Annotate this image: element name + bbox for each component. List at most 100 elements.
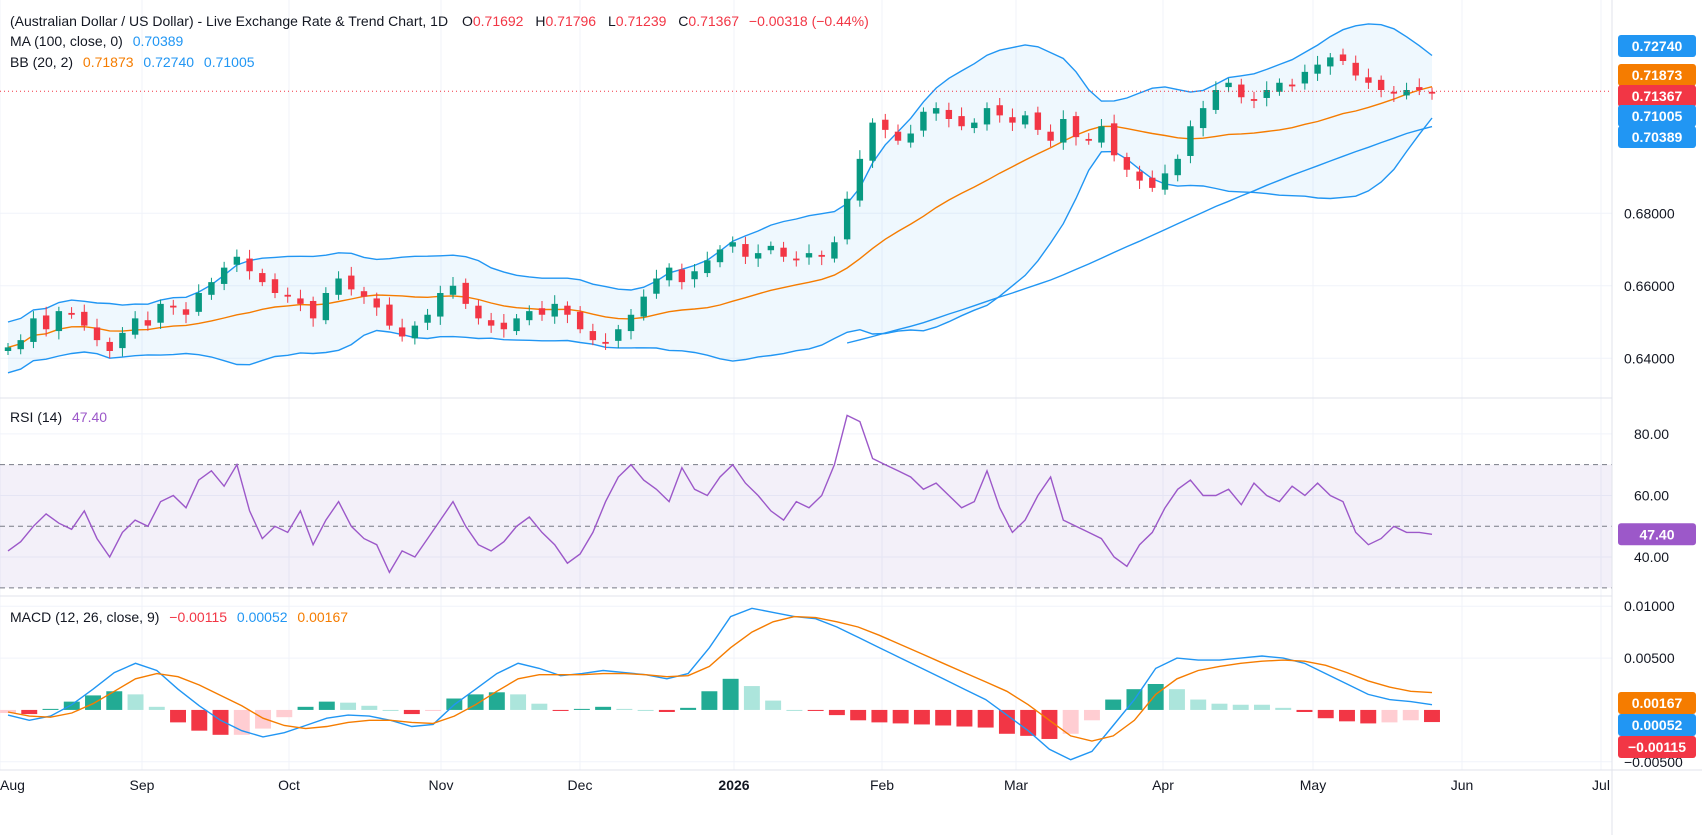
macd-histogram-bar <box>1211 703 1228 710</box>
macd-histogram-bar <box>276 709 293 718</box>
macd-histogram-bar <box>106 691 123 710</box>
candle-body <box>1416 87 1423 90</box>
candle <box>348 266 355 296</box>
macd-histogram-bar <box>786 709 803 711</box>
candle <box>704 251 711 278</box>
candle <box>259 268 266 287</box>
macd-histogram-bar <box>552 709 569 711</box>
candle-body <box>818 254 825 257</box>
candle-body <box>424 314 431 323</box>
macd-badge: −0.00115 <box>1618 736 1696 758</box>
candle-body <box>805 253 813 258</box>
macd-line <box>7 607 1433 761</box>
candle-body <box>322 293 330 321</box>
macd-histogram-bar <box>21 709 38 715</box>
candle <box>894 124 902 145</box>
price-tick-label: 0.64000 <box>1624 350 1675 366</box>
candle-body <box>81 311 88 326</box>
macd-histogram-bar <box>616 708 633 710</box>
rsi-pane[interactable] <box>0 414 1612 589</box>
candle-body <box>1377 79 1385 90</box>
candle <box>437 285 444 325</box>
macd-pane[interactable] <box>0 607 1440 761</box>
candle-body <box>1085 138 1092 141</box>
candle-body <box>4 347 12 351</box>
candle <box>360 286 368 304</box>
time-tick-label: Jul <box>1592 777 1610 793</box>
candle-body <box>360 291 368 297</box>
candle <box>831 236 838 263</box>
macd-histogram-bar <box>297 706 314 710</box>
candle-body <box>1110 123 1118 156</box>
price-badge: 0.72740 <box>1618 35 1696 57</box>
macd-badge-box <box>1618 714 1696 736</box>
candle <box>195 284 202 316</box>
candle <box>653 269 660 299</box>
candle-body <box>131 318 139 335</box>
macd-histogram-bar <box>1339 709 1355 722</box>
candle-body <box>1009 117 1016 123</box>
macd-histogram-bar <box>212 709 229 735</box>
macd-histogram-bar <box>1168 689 1185 710</box>
time-tick-label: Mar <box>1004 777 1028 793</box>
macd-histogram-bar <box>573 708 590 710</box>
macd-legend[interactable]: MACD (12, 26, close, 9) −0.00115 0.00052… <box>10 609 348 625</box>
macd-histogram-bar <box>1275 707 1292 710</box>
candle <box>1072 111 1080 146</box>
candle-body <box>1428 91 1436 94</box>
candle <box>1161 164 1169 195</box>
candle <box>958 107 965 131</box>
candle <box>4 343 12 355</box>
candle <box>1428 87 1436 100</box>
rsi-line <box>7 414 1433 574</box>
candle-body <box>767 245 775 251</box>
candle <box>971 118 978 134</box>
candle <box>1034 106 1042 135</box>
candle <box>182 302 190 324</box>
candle-body <box>106 341 113 351</box>
macd-badge: 0.00167 <box>1618 692 1696 714</box>
macd-histogram-bar <box>0 709 16 714</box>
candle-body <box>1250 99 1258 101</box>
ma-legend[interactable]: MA (100, close, 0) 0.70389 <box>10 33 184 49</box>
candle <box>627 308 635 340</box>
macd-histogram-bar <box>1105 699 1122 710</box>
time-tick-label: Aug <box>0 777 25 793</box>
candle-body <box>716 249 724 263</box>
candle <box>678 263 686 290</box>
price-pane[interactable] <box>0 23 1612 374</box>
candle-body <box>144 320 152 326</box>
candle-body <box>945 109 953 119</box>
candle-body <box>882 119 889 130</box>
candle <box>513 314 520 336</box>
candle <box>131 311 139 339</box>
candle-body <box>309 300 317 319</box>
time-tick-label: Dec <box>568 777 593 793</box>
candle-body <box>246 258 253 272</box>
price-badge-box <box>1618 85 1696 107</box>
bb-legend[interactable]: BB (20, 2) 0.71873 0.72740 0.71005 <box>10 54 255 70</box>
candle-body <box>284 294 291 297</box>
macd-histogram-bar <box>828 709 845 716</box>
candle <box>1149 170 1156 192</box>
candle-body <box>271 279 279 293</box>
macd-histogram-bar <box>1232 704 1249 710</box>
macd-tick-label: 0.01000 <box>1624 598 1675 614</box>
macd-histogram-bar <box>892 709 909 724</box>
time-axis[interactable]: Aug Sep Oct Nov Dec 2026 Feb Mar Apr May Jun Jul <box>0 777 1610 793</box>
price-badge-text: 0.71873 <box>1632 67 1683 83</box>
candle-body <box>373 298 380 308</box>
macd-histogram-bar <box>488 692 505 710</box>
last-value-badges: 0.72740 0.71873 0.71367 0.71005 0.70389 47.40… <box>1618 35 1696 758</box>
candle <box>1377 75 1385 98</box>
candle-body <box>602 341 609 344</box>
candle-body <box>538 308 546 315</box>
macd-histogram-bar <box>1062 709 1079 734</box>
macd-histogram-bar <box>170 709 186 723</box>
candle-body <box>869 122 876 161</box>
candle-body <box>729 242 736 247</box>
rsi-legend[interactable]: RSI (14) 47.40 <box>10 409 107 425</box>
